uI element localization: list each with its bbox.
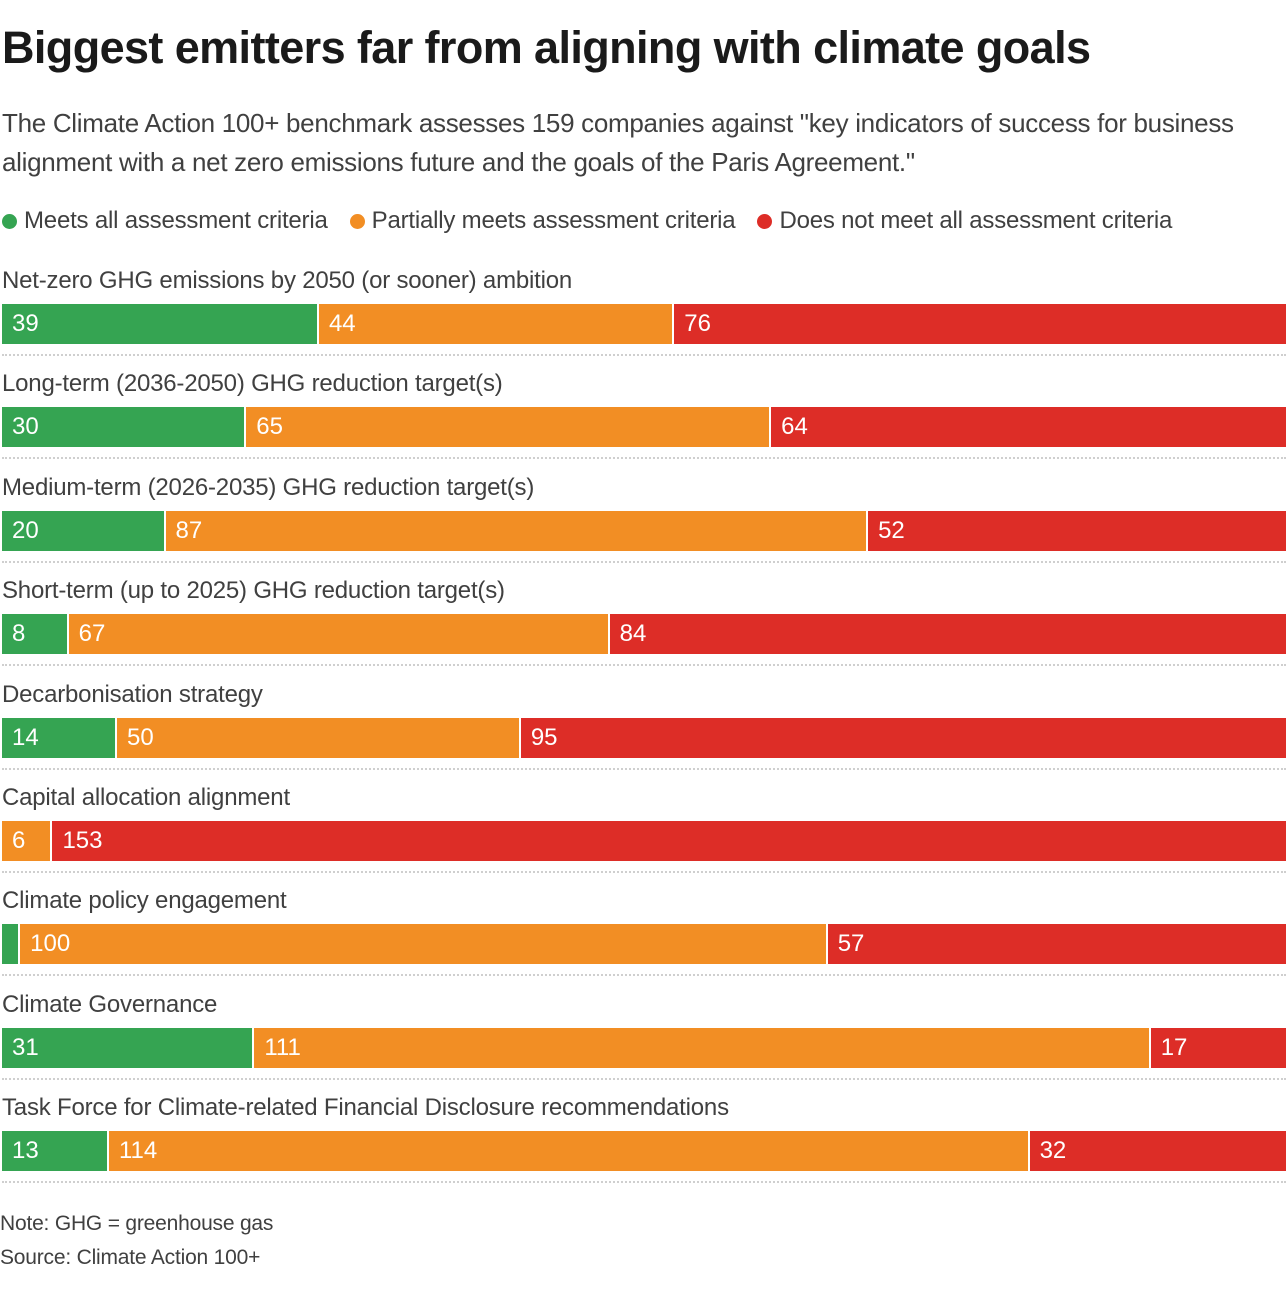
- legend-item-partially: Partially meets assessment criteria: [349, 207, 736, 235]
- bar-segment-does-not-meet: 57: [825, 924, 1286, 964]
- data-label: 17: [1160, 1034, 1188, 1061]
- bar-segment-meets: 39: [2, 304, 317, 344]
- bar-segment-partially: 87: [163, 511, 867, 551]
- bar-row-decarbonisation-strategy: 14 50 95: [2, 718, 1286, 758]
- bar-segment-partially: 114: [106, 1131, 1028, 1171]
- category-label: Climate Governance: [2, 991, 218, 1018]
- legend-label-meets: Meets all assessment criteria: [24, 207, 328, 234]
- bar-row-medium-term-2026-2035-ghg-reduction-target-s: 20 87 52: [2, 511, 1286, 551]
- row-divider: [2, 354, 1286, 356]
- bar-segment-does-not-meet: 153: [50, 821, 1286, 861]
- data-label: 50: [127, 724, 154, 751]
- bar-row-climate-policy-engagement: 100 57: [2, 924, 1286, 964]
- data-label: 65: [256, 413, 283, 440]
- category-label: Task Force for Climate-related Financial…: [2, 1094, 729, 1121]
- data-label: 100: [30, 930, 71, 957]
- data-label: 14: [12, 724, 39, 751]
- data-label: 64: [781, 413, 808, 440]
- chart-subtitle: The Climate Action 100+ benchmark assess…: [2, 108, 1234, 177]
- bar-segment-meets: 13: [2, 1131, 107, 1171]
- data-label: 95: [530, 724, 558, 751]
- category-label: Capital allocation alignment: [2, 784, 290, 811]
- data-label: 30: [12, 413, 39, 440]
- bar-row-capital-allocation-alignment: 6 153: [2, 821, 1286, 861]
- data-label: 76: [684, 310, 711, 337]
- bar-segment-meets: 31: [2, 1028, 253, 1068]
- legend-item-does-not-meet: Does not meet all assessment criteria: [757, 207, 1172, 235]
- bar-segment-does-not-meet: 64: [769, 407, 1286, 447]
- data-label: 8: [12, 620, 26, 647]
- bar-segment-does-not-meet: 32: [1027, 1131, 1286, 1171]
- data-label: 13: [12, 1137, 39, 1164]
- bar-segment-partially: 44: [316, 304, 673, 344]
- data-label: 20: [12, 517, 39, 544]
- category-label: Long-term (2036-2050) GHG reduction targ…: [2, 370, 503, 397]
- bar-segment-does-not-meet: 17: [1148, 1028, 1286, 1068]
- bar-segment-partially: 100: [18, 924, 826, 964]
- row-divider: [2, 457, 1286, 459]
- row-divider: [2, 561, 1286, 563]
- bar-segment-meets: 8: [2, 614, 67, 654]
- bar-segment-partially: 6: [2, 821, 51, 861]
- data-label: 57: [837, 930, 865, 957]
- bar-row-long-term-2036-2050-ghg-reduction-target-s: 30 65 64: [2, 407, 1286, 447]
- row-divider: [2, 871, 1286, 873]
- category-label: Decarbonisation strategy: [2, 681, 263, 708]
- bar-segment-partially: 65: [244, 407, 770, 447]
- data-label: 44: [328, 310, 356, 337]
- category-label: Net-zero GHG emissions by 2050 (or soone…: [2, 267, 573, 294]
- legend: Meets all assessment criteria Partially …: [2, 205, 1194, 237]
- bar-segment-partially: 111: [252, 1028, 1149, 1068]
- bar-segment-meets: 30: [2, 407, 245, 447]
- data-label: 6: [12, 827, 26, 854]
- bar-segment-meets: [2, 924, 19, 964]
- bar-segment-meets: 20: [2, 511, 164, 551]
- chart-source: Source: Climate Action 100+: [0, 1246, 261, 1269]
- data-label: 114: [118, 1137, 158, 1164]
- data-label: 84: [619, 620, 647, 647]
- legend-item-meets: Meets all assessment criteria: [2, 207, 328, 235]
- data-label: 32: [1039, 1137, 1067, 1164]
- bar-row-task-force-for-climate-related-financial-disclosure-recommendations: 13 114 32: [2, 1131, 1286, 1171]
- row-divider: [2, 768, 1286, 770]
- bar-row-climate-governance: 31 111 17: [2, 1028, 1286, 1068]
- legend-label-does-not-meet: Does not meet all assessment criteria: [779, 207, 1173, 234]
- data-label: 153: [62, 827, 103, 854]
- data-label: 31: [12, 1034, 39, 1061]
- bar-row-short-term-up-to-2025-ghg-reduction-target-s: 8 67 84: [2, 614, 1286, 654]
- legend-dot-does-not-meet: [757, 213, 773, 229]
- category-label: Short-term (up to 2025) GHG reduction ta…: [2, 577, 505, 604]
- legend-dot-meets: [2, 213, 17, 229]
- bar-segment-does-not-meet: 84: [607, 614, 1286, 654]
- category-label: Medium-term (2026-2035) GHG reduction ta…: [2, 474, 535, 501]
- bar-segment-does-not-meet: 76: [672, 304, 1286, 344]
- bar-segment-partially: 50: [115, 718, 519, 758]
- row-divider: [2, 1078, 1286, 1080]
- row-divider: [2, 664, 1286, 666]
- data-label: 39: [12, 310, 39, 337]
- data-label: 87: [175, 517, 203, 544]
- bar-segment-meets: 14: [2, 718, 116, 758]
- chart-title: Biggest emitters far from aligning with …: [2, 22, 1091, 73]
- legend-label-partially: Partially meets assessment criteria: [371, 207, 736, 234]
- data-label: 67: [78, 620, 106, 647]
- category-label: Climate policy engagement: [2, 887, 287, 914]
- bar-segment-does-not-meet: 95: [518, 718, 1286, 758]
- bar-segment-does-not-meet: 52: [866, 511, 1286, 551]
- bar-row-net-zero-ghg-emissions-by-2050-or-sooner-ambition: 39 44 76: [2, 304, 1286, 344]
- row-divider: [2, 974, 1286, 976]
- row-divider: [2, 1181, 1286, 1183]
- bar-segment-partially: 67: [66, 614, 608, 654]
- legend-dot-partially: [349, 213, 365, 229]
- data-label: 111: [264, 1034, 301, 1061]
- chart-note: Note: GHG = greenhouse gas: [0, 1212, 274, 1235]
- data-label: 52: [878, 517, 905, 544]
